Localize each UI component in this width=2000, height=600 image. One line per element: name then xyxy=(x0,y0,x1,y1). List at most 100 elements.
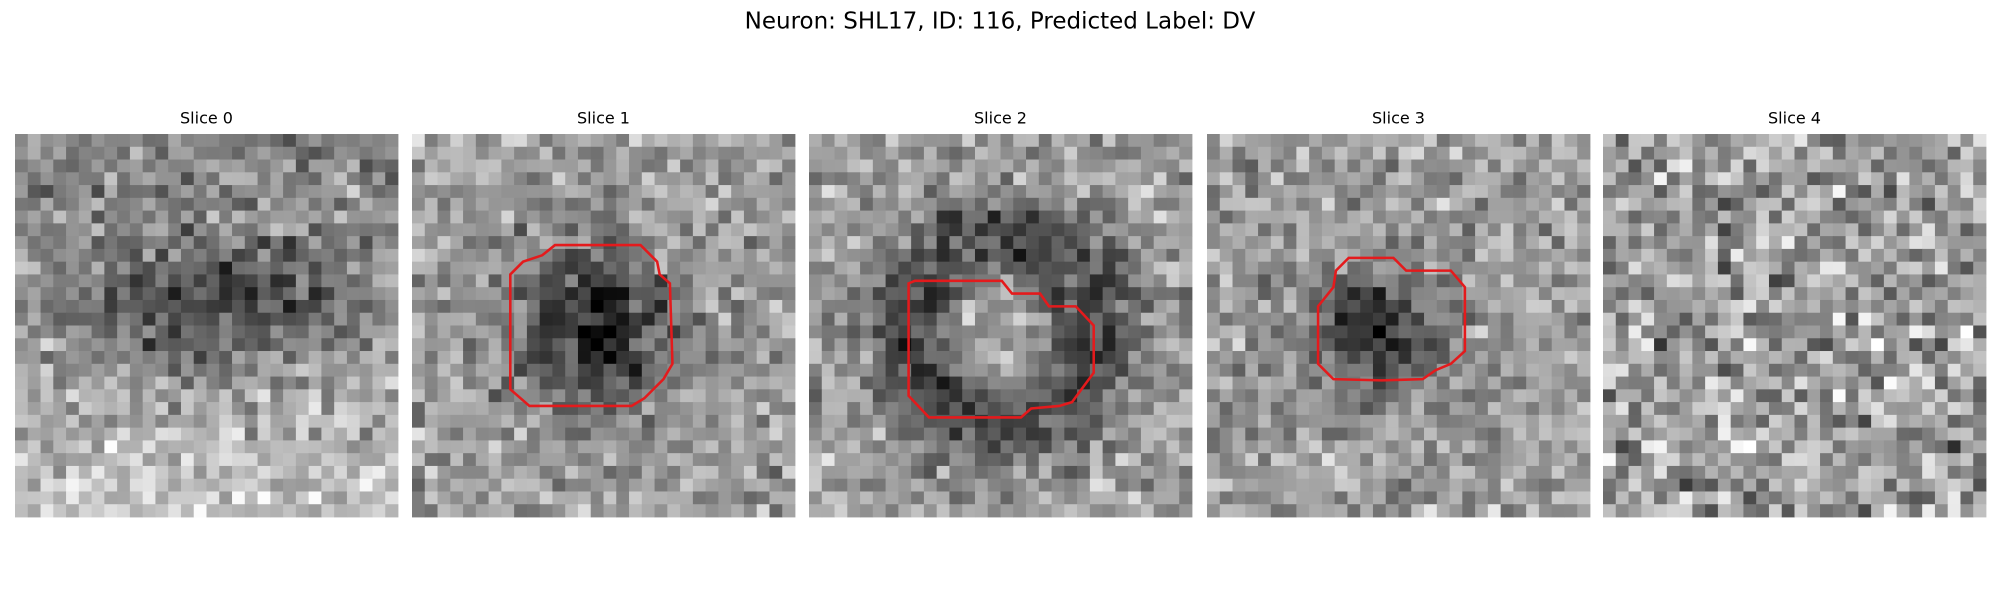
pixel xyxy=(1411,299,1425,314)
pixel xyxy=(1896,440,1910,454)
pixel xyxy=(1577,325,1591,339)
pixel xyxy=(488,478,502,492)
pixel xyxy=(1717,414,1732,429)
pixel xyxy=(1858,325,1872,339)
pixel xyxy=(962,134,976,148)
pixel xyxy=(1909,134,1923,148)
pixel xyxy=(27,274,41,288)
pixel xyxy=(1526,363,1540,377)
pixel xyxy=(232,210,246,224)
pixel xyxy=(501,427,515,441)
pixel xyxy=(129,363,144,377)
pixel xyxy=(1756,248,1770,263)
pixel xyxy=(412,261,426,275)
pixel xyxy=(718,312,732,326)
pixel xyxy=(244,248,258,263)
pixel xyxy=(1232,389,1246,403)
pixel xyxy=(974,504,989,518)
pixel xyxy=(1973,338,1987,352)
pixel xyxy=(475,236,489,250)
panel-title: Slice 4 xyxy=(1768,109,1821,128)
pixel xyxy=(295,440,310,454)
pixel xyxy=(1654,402,1668,416)
pixel xyxy=(860,376,874,390)
pixel xyxy=(1934,210,1949,224)
pixel xyxy=(1475,414,1489,429)
pixel xyxy=(1628,134,1642,148)
pixel xyxy=(1115,465,1129,480)
pixel xyxy=(1411,248,1425,263)
pixel xyxy=(346,465,361,480)
pixel xyxy=(180,185,195,199)
pixel xyxy=(860,312,874,326)
pixel xyxy=(974,312,989,326)
pixel xyxy=(53,402,67,416)
pixel xyxy=(244,351,258,365)
pixel xyxy=(552,453,566,467)
pixel xyxy=(782,146,796,160)
pixel xyxy=(1794,363,1808,377)
pixel xyxy=(1115,185,1129,199)
pixel xyxy=(1922,134,1936,148)
pixel xyxy=(155,172,169,186)
pixel xyxy=(1705,236,1719,250)
pixel xyxy=(1309,427,1323,441)
pixel xyxy=(923,248,938,263)
pixel xyxy=(705,287,719,301)
pixel xyxy=(1679,453,1693,467)
pixel xyxy=(1526,159,1540,173)
pixel xyxy=(40,402,54,416)
pixel xyxy=(1219,185,1233,199)
pixel xyxy=(1166,440,1180,454)
pixel xyxy=(834,504,848,518)
pixel xyxy=(1564,389,1578,403)
pixel xyxy=(66,185,80,199)
pixel xyxy=(15,325,29,339)
pixel xyxy=(15,134,29,148)
pixel xyxy=(27,325,41,339)
pixel xyxy=(1089,146,1104,160)
pixel xyxy=(782,210,796,224)
pixel xyxy=(590,363,604,377)
pixel xyxy=(1487,478,1502,492)
pixel xyxy=(872,465,886,480)
pixel xyxy=(475,376,489,390)
pixel xyxy=(743,248,758,263)
pixel xyxy=(1500,172,1514,186)
pixel xyxy=(1347,185,1361,199)
pixel xyxy=(334,274,348,288)
pixel xyxy=(923,159,938,173)
pixel xyxy=(1219,274,1233,288)
pixel xyxy=(603,223,617,237)
pixel xyxy=(1436,440,1450,454)
pixel xyxy=(1768,504,1783,518)
pixel xyxy=(1973,146,1987,160)
pixel xyxy=(1794,389,1808,403)
pixel xyxy=(78,172,92,186)
pixel xyxy=(1654,134,1668,148)
pixel xyxy=(372,363,386,377)
pixel xyxy=(424,363,438,377)
pixel xyxy=(78,504,92,518)
pixel xyxy=(270,274,284,288)
pixel xyxy=(1360,274,1374,288)
pixel xyxy=(424,159,438,173)
pixel xyxy=(1641,363,1655,377)
pixel xyxy=(168,504,182,518)
pixel xyxy=(1909,325,1923,339)
pixel xyxy=(1947,274,1961,288)
pixel xyxy=(232,338,246,352)
pixel xyxy=(1179,465,1193,480)
pixel xyxy=(180,248,195,263)
pixel xyxy=(1973,402,1987,416)
pixel xyxy=(1424,274,1438,288)
pixel xyxy=(1245,197,1259,211)
pixel xyxy=(1334,197,1348,211)
pixel xyxy=(1321,248,1336,263)
pixel xyxy=(1909,274,1923,288)
pixel xyxy=(66,414,80,429)
pixel xyxy=(1934,197,1949,211)
pixel xyxy=(475,478,489,492)
pixel xyxy=(629,299,643,314)
pixel xyxy=(40,389,54,403)
